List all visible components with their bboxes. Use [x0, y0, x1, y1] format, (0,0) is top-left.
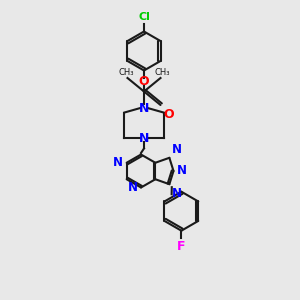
Text: F: F — [177, 240, 186, 253]
Text: O: O — [164, 108, 174, 121]
Text: N: N — [139, 131, 149, 145]
Text: N: N — [176, 164, 187, 178]
Text: N: N — [172, 143, 182, 156]
Text: CH₃: CH₃ — [154, 68, 170, 77]
Text: N: N — [139, 101, 149, 115]
Text: CH₃: CH₃ — [118, 68, 134, 77]
Text: N: N — [172, 187, 182, 200]
Text: O: O — [139, 75, 149, 88]
Text: Cl: Cl — [138, 13, 150, 22]
Text: N: N — [113, 156, 123, 169]
Text: N: N — [128, 181, 137, 194]
